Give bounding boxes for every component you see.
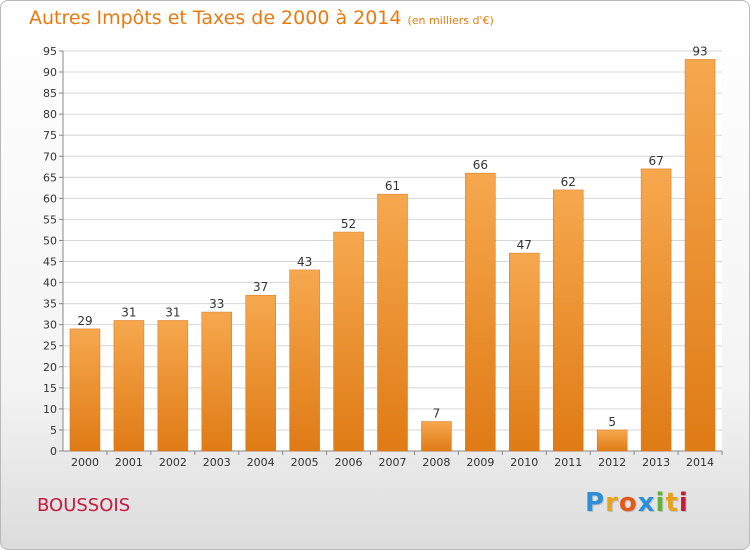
bar: [69, 328, 101, 452]
chart-title: Autres Impôts et Taxes de 2000 à 2014 (en…: [29, 7, 494, 29]
logo-letter: t: [665, 488, 679, 518]
data-label: 66: [473, 158, 488, 172]
x-tick-label: 2007: [379, 456, 407, 469]
bar: [465, 172, 496, 452]
bar: [113, 320, 145, 452]
x-tick-label: 2006: [335, 456, 363, 469]
bar: [552, 189, 584, 452]
x-tick-label: 2014: [686, 456, 714, 469]
logo-letter: r: [605, 488, 619, 518]
bar: [201, 311, 233, 452]
y-tick-label: 25: [43, 340, 57, 353]
data-label: 62: [561, 175, 576, 189]
bar: [333, 231, 364, 452]
data-label: 52: [341, 217, 356, 231]
bar: [509, 252, 540, 452]
bar: [421, 421, 452, 452]
logo-letter: i: [655, 488, 666, 518]
x-tick-label: 2008: [422, 456, 450, 469]
y-tick-label: 5: [50, 424, 57, 437]
data-label: 31: [121, 305, 136, 319]
y-tick-label: 70: [43, 150, 57, 163]
x-tick-label: 2002: [159, 456, 187, 469]
y-tick-label: 15: [43, 382, 57, 395]
data-label: 37: [253, 280, 268, 294]
x-tick-label: 2000: [71, 456, 99, 469]
y-tick-label: 30: [43, 319, 57, 332]
data-label: 33: [209, 297, 224, 311]
y-tick-label: 65: [43, 171, 57, 184]
bar: [640, 168, 672, 452]
data-label: 93: [692, 44, 707, 58]
y-tick-label: 35: [43, 298, 57, 311]
y-tick-label: 50: [43, 234, 57, 247]
data-label: 67: [648, 154, 663, 168]
y-tick-label: 85: [43, 87, 57, 100]
y-tick-label: 90: [43, 66, 57, 79]
data-label: 5: [608, 415, 616, 429]
x-tick-label: 2005: [291, 456, 319, 469]
data-label: 47: [517, 238, 532, 252]
bar: [596, 429, 628, 452]
y-tick-label: 80: [43, 108, 57, 121]
commune-name: BOUSSOIS: [37, 495, 131, 516]
bar: [245, 294, 276, 452]
x-tick-label: 2011: [554, 456, 582, 469]
y-tick-label: 45: [43, 256, 57, 269]
y-tick-label: 55: [43, 213, 57, 226]
data-label: 29: [77, 314, 92, 328]
bar: [377, 193, 408, 452]
chart-title-text: Autres Impôts et Taxes de 2000 à 2014: [29, 7, 402, 29]
data-label: 31: [165, 305, 180, 319]
x-tick-label: 2013: [642, 456, 670, 469]
data-label: 61: [385, 179, 400, 193]
y-tick-label: 20: [43, 361, 57, 374]
y-tick-label: 75: [43, 129, 57, 142]
x-tick-label: 2004: [247, 456, 275, 469]
x-tick-label: 2009: [466, 456, 494, 469]
data-label: 7: [433, 407, 441, 421]
x-tick-label: 2001: [115, 456, 143, 469]
unit-label: (en milliers d'€): [407, 14, 494, 27]
bar: [684, 59, 716, 452]
x-tick-label: 2010: [510, 456, 538, 469]
logo-letter: o: [618, 488, 638, 518]
y-tick-label: 95: [43, 45, 57, 58]
y-tick-label: 0: [50, 445, 57, 458]
y-tick-label: 60: [43, 192, 57, 205]
y-tick-label: 10: [43, 403, 57, 416]
logo-letter: x: [637, 488, 656, 518]
data-label: 43: [297, 255, 312, 269]
x-tick-label: 2012: [598, 456, 626, 469]
bar: [289, 269, 320, 452]
logo-letter: i: [678, 488, 689, 518]
proxiti-logo: Proxiti: [585, 488, 689, 518]
y-tick-label: 40: [43, 277, 57, 290]
logo-letter: P: [585, 488, 606, 518]
x-tick-label: 2003: [203, 456, 231, 469]
bar: [157, 320, 189, 452]
